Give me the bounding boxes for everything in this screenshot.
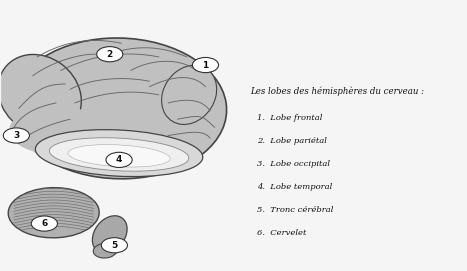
Text: 4.  Lobe temporal: 4. Lobe temporal (257, 183, 332, 191)
Ellipse shape (12, 38, 226, 179)
Text: 6: 6 (41, 219, 48, 228)
Ellipse shape (8, 188, 99, 238)
Ellipse shape (50, 138, 189, 171)
Ellipse shape (92, 216, 127, 253)
Text: 4: 4 (116, 155, 122, 164)
Circle shape (31, 216, 57, 231)
Text: 2.  Lobe pariétal: 2. Lobe pariétal (257, 137, 327, 145)
Circle shape (106, 152, 132, 167)
Text: 5.  Tronc cérébral: 5. Tronc cérébral (257, 206, 333, 214)
Text: 2: 2 (106, 50, 113, 59)
Circle shape (101, 238, 127, 253)
Circle shape (192, 57, 219, 73)
Text: 3: 3 (13, 131, 20, 140)
Text: 1.  Lobe frontal: 1. Lobe frontal (257, 114, 322, 122)
Text: 5: 5 (111, 241, 118, 250)
Circle shape (3, 128, 29, 143)
Text: 3.  Lobe occipital: 3. Lobe occipital (257, 160, 330, 168)
Text: 6.  Cervelet: 6. Cervelet (257, 229, 306, 237)
Text: Les lobes des hémisphères du cerveau :: Les lobes des hémisphères du cerveau : (250, 87, 424, 96)
Ellipse shape (162, 65, 217, 124)
Text: 1: 1 (202, 60, 209, 70)
Ellipse shape (68, 145, 170, 167)
Ellipse shape (0, 54, 81, 135)
Ellipse shape (9, 106, 103, 154)
Circle shape (97, 47, 123, 62)
Ellipse shape (93, 243, 117, 258)
Ellipse shape (35, 130, 203, 177)
